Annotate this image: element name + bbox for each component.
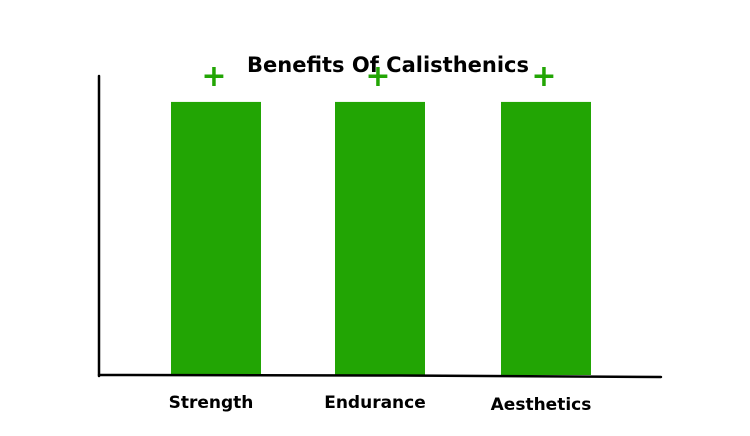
tick-label-endurance: Endurance [324,393,426,413]
tick-label-aesthetics: Aesthetics [491,395,592,415]
chart-title: Benefits Of Calisthenics [247,53,529,77]
data-label-aesthetics: + [531,59,556,94]
bar-aesthetics [501,101,591,375]
x-axis-line [97,373,663,379]
tick-label-strength: Strength [169,393,254,413]
bars-group [171,101,591,375]
bar-endurance [335,101,425,375]
data-label-endurance: + [365,59,390,94]
data-labels-group: + + + [201,59,556,94]
bar-strength [171,101,261,375]
tick-labels-group: Strength Endurance Aesthetics [169,393,592,415]
data-label-strength: + [201,59,226,94]
